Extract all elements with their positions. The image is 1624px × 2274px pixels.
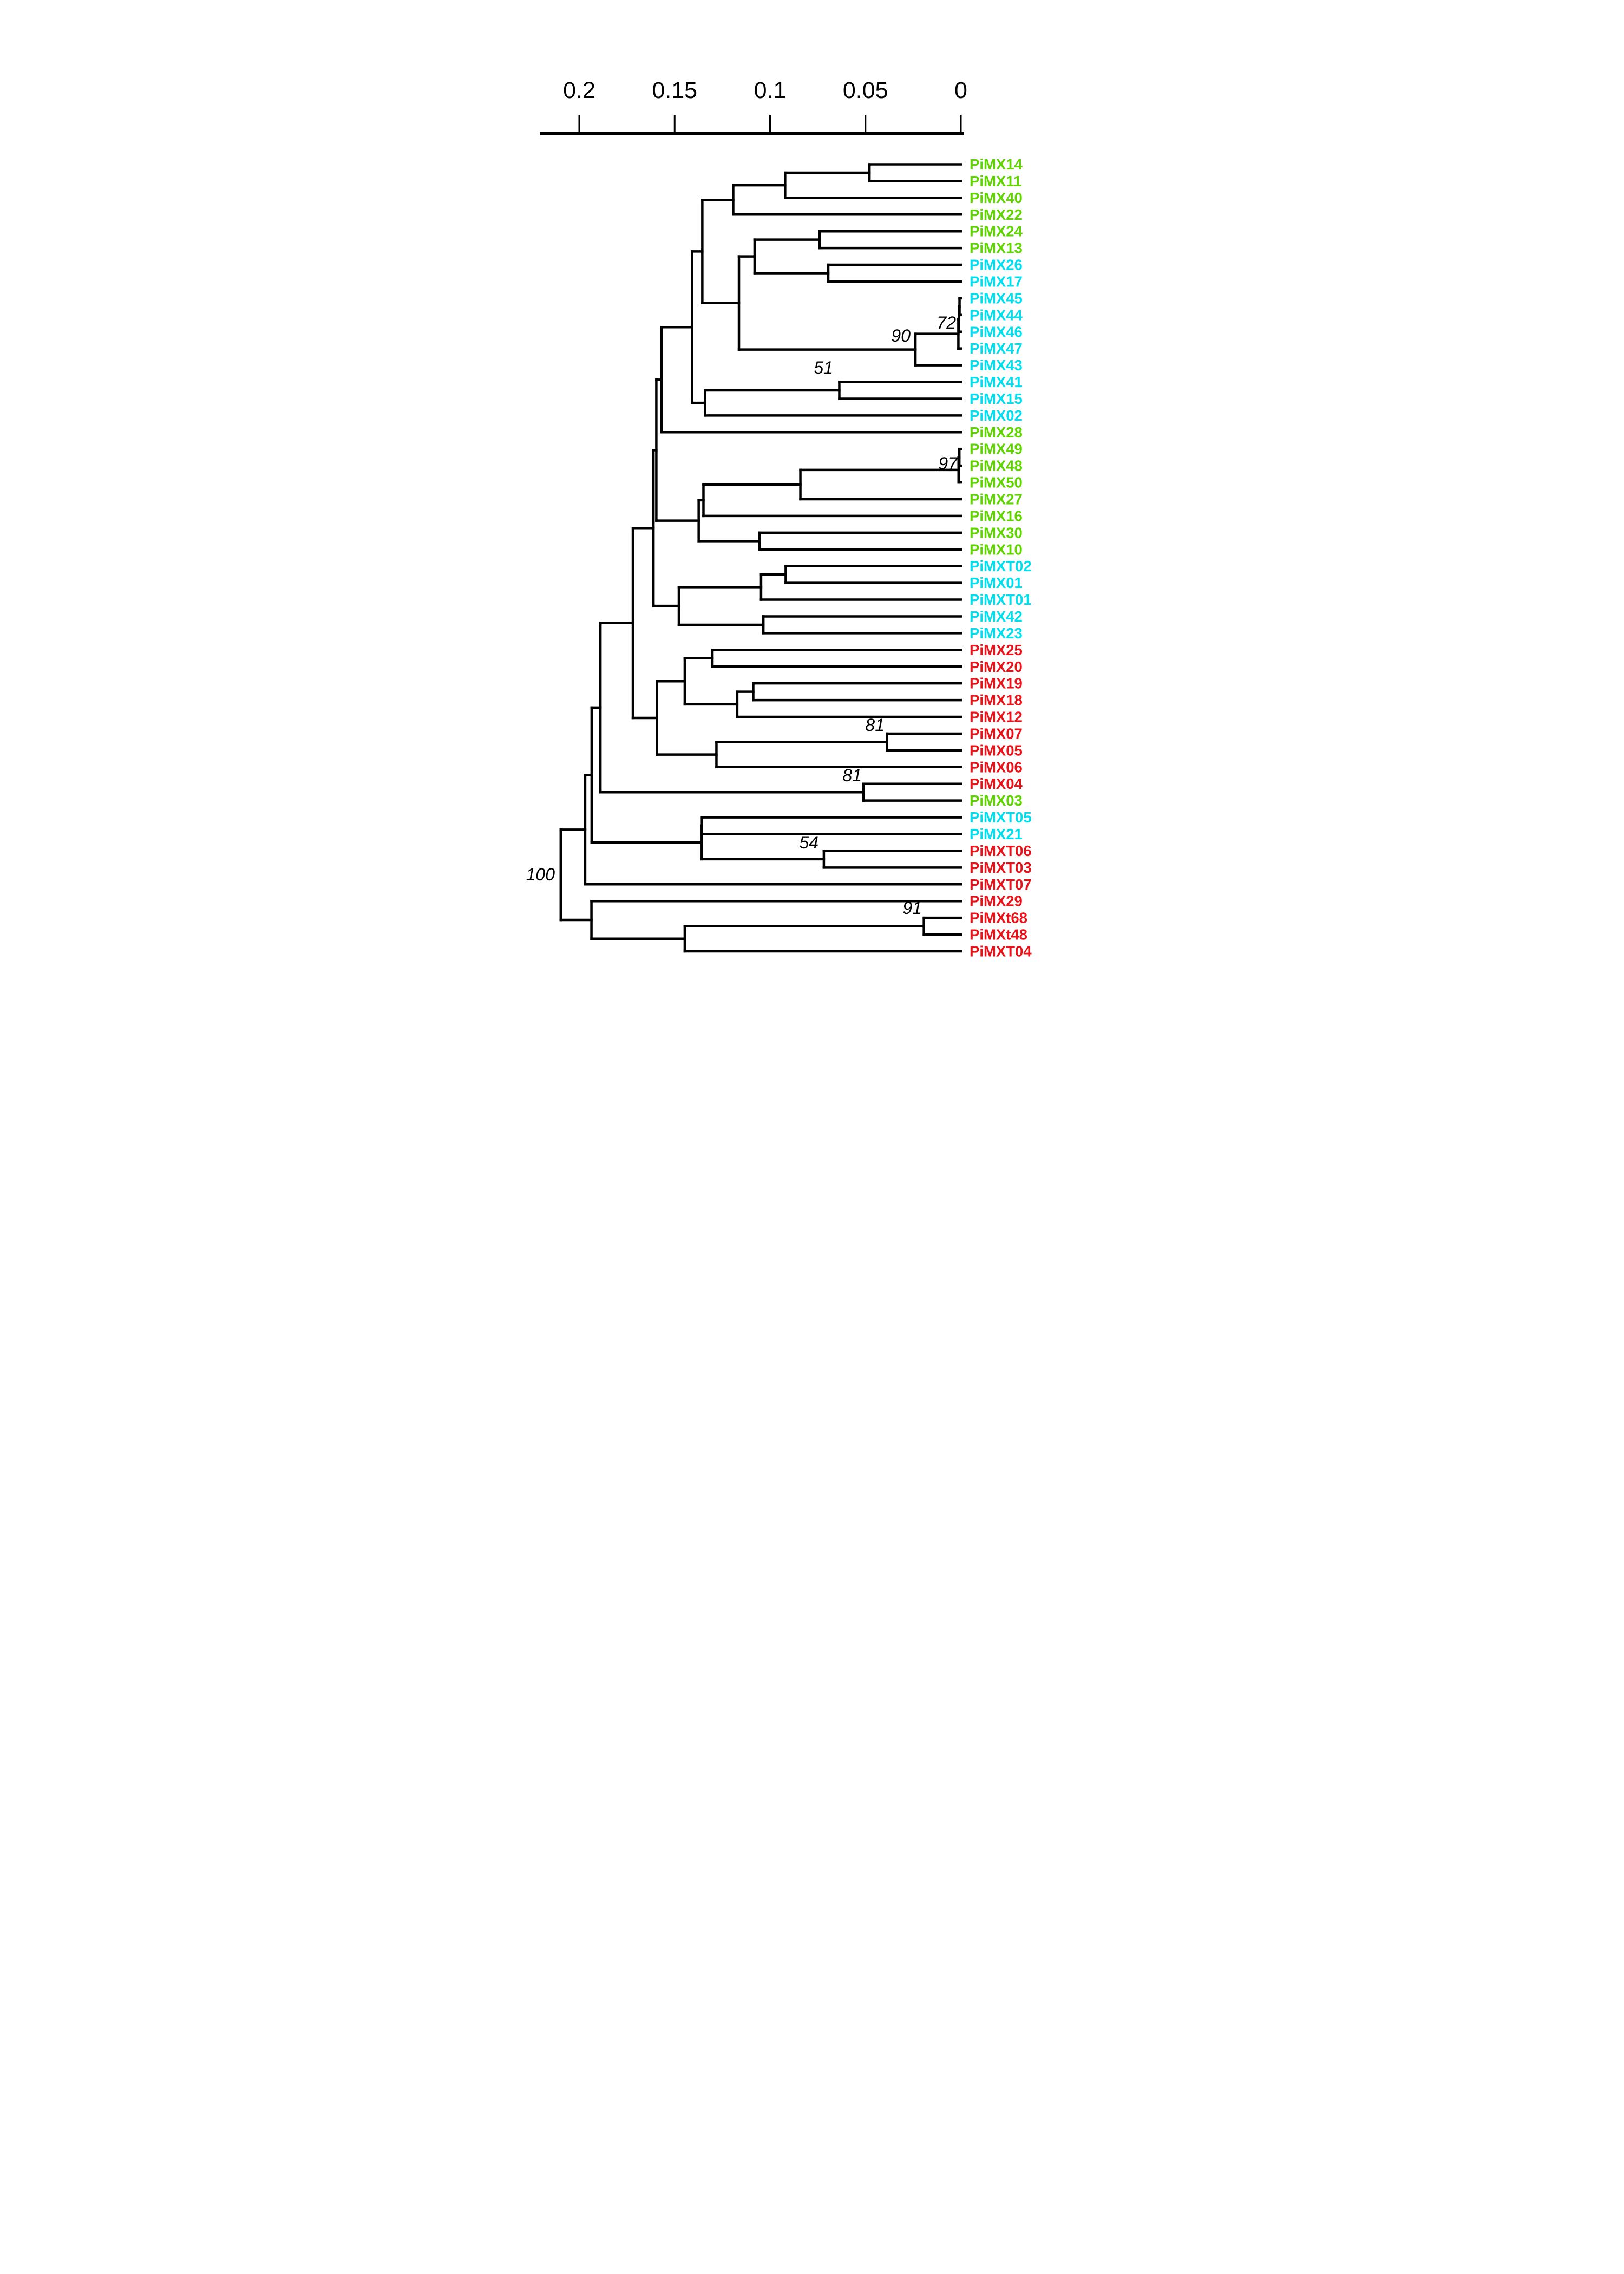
leaf-label: PiMX49: [970, 441, 1023, 458]
leaf-label: PiMX23: [970, 625, 1023, 642]
leaf-label: PiMX26: [970, 257, 1023, 273]
leaf-label: PiMX42: [970, 608, 1023, 625]
phylogenetic-tree-figure: 0.2 0.15 0.1 0.05 0 PiMX14PiMX11PiMX40PiMX22…: [406, 0, 1218, 1137]
leaf-labels: PiMX14PiMX11PiMX40PiMX22PiMX24PiMX13PiMX…: [970, 156, 1032, 959]
scale-tick-label: 0.05: [843, 77, 888, 103]
leaf-label: PiMX29: [970, 893, 1023, 910]
scale-tick-label: 0.1: [754, 77, 787, 103]
leaf-label: PiMX07: [970, 725, 1023, 742]
bootstrap-value: 91: [902, 898, 922, 918]
leaf-label: PiMX16: [970, 507, 1023, 524]
leaf-label: PiMX17: [970, 273, 1023, 290]
bootstrap-value: 81: [842, 766, 862, 785]
scale-tick-label: 0.15: [652, 77, 697, 103]
leaf-label: PiMX12: [970, 709, 1023, 726]
bootstrap-value: 90: [891, 326, 911, 345]
bootstrap-value: 54: [799, 833, 818, 852]
leaf-label: PiMX43: [970, 357, 1023, 374]
leaf-label: PiMXT05: [970, 809, 1032, 826]
leaf-label: PiMX48: [970, 458, 1023, 474]
leaf-label: PiMX01: [970, 574, 1023, 591]
leaf-label: PiMXT04: [970, 943, 1032, 959]
bootstrap-value: 97: [938, 454, 958, 473]
leaf-label: PiMXT07: [970, 876, 1032, 893]
bootstrap-value: 51: [814, 358, 833, 377]
leaf-label: PiMX50: [970, 474, 1023, 491]
leaf-label: PiMXT01: [970, 591, 1032, 608]
leaf-label: PiMX40: [970, 190, 1023, 206]
leaf-label: PiMX21: [970, 826, 1023, 842]
leaf-label: PiMXT06: [970, 842, 1032, 859]
bootstrap-value: 72: [937, 313, 956, 332]
leaf-label: PiMXt68: [970, 910, 1027, 926]
leaf-label: PiMX44: [970, 306, 1023, 323]
leaf-label: PiMX02: [970, 407, 1023, 424]
tree-edges: [559, 163, 962, 953]
leaf-label: PiMX13: [970, 240, 1023, 257]
leaf-label: PiMX45: [970, 290, 1023, 306]
leaf-label: PiMX46: [970, 323, 1023, 340]
bootstrap-value: 81: [865, 715, 885, 735]
leaf-label: PiMX19: [970, 675, 1023, 692]
leaf-label: PiMX14: [970, 156, 1023, 173]
leaf-label: PiMX11: [970, 173, 1021, 190]
figure-stage: 0.2 0.15 0.1 0.05 0 PiMX14 PiMX11 PiMX40 PiMX22…: [406, 0, 1218, 1137]
scale-tick-label: 0.2: [563, 77, 595, 103]
leaf-label: PiMX24: [970, 223, 1023, 240]
bootstrap-labels: 72 90 51 97 81 81 54 91 100: [526, 313, 959, 918]
leaf-label: PiMXT03: [970, 859, 1032, 876]
leaf-label: PiMX28: [970, 424, 1023, 441]
leaf-label: PiMX41: [970, 374, 1023, 390]
bootstrap-value: 100: [526, 865, 555, 884]
scale-bar: 0.2 0.15 0.1 0.05 0: [540, 77, 967, 135]
leaf-label: PiMX25: [970, 642, 1023, 658]
leaf-label: PiMX18: [970, 692, 1023, 709]
leaf-label: PiMX04: [970, 775, 1023, 792]
leaf-label: PiMXT02: [970, 558, 1032, 574]
leaf-label: PiMX06: [970, 759, 1023, 775]
leaf-label: PiMX20: [970, 658, 1023, 675]
leaf-label: PiMX47: [970, 340, 1023, 357]
leaf-label: PiMX27: [970, 491, 1023, 508]
leaf-label: PiMX30: [970, 524, 1023, 541]
leaf-label: PiMX10: [970, 541, 1023, 558]
leaf-label: PiMXt48: [970, 926, 1027, 943]
leaf-label: PiMX03: [970, 792, 1023, 809]
leaf-label: PiMX22: [970, 206, 1023, 223]
leaf-label: PiMX15: [970, 390, 1023, 407]
leaf-label: PiMX05: [970, 742, 1023, 759]
scale-tick-label: 0: [954, 77, 967, 103]
